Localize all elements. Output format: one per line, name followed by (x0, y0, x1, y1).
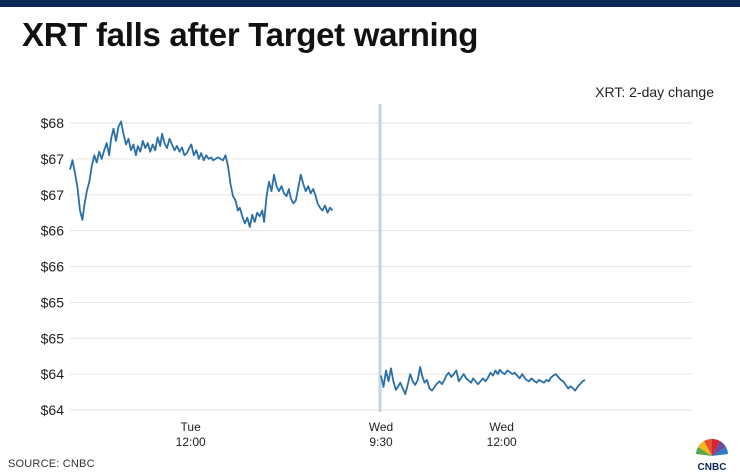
x-tick-label-day: Wed (369, 420, 393, 434)
y-tick-label: $66 (41, 223, 65, 239)
price-series (69, 120, 586, 396)
logo-text: CNBC (698, 462, 727, 472)
x-tick-label-day: Wed (489, 420, 513, 434)
cnbc-peacock-logo: CNBC (692, 438, 732, 472)
y-tick-label: $67 (41, 151, 65, 167)
y-tick-label: $67 (41, 187, 65, 203)
y-tick-label: $68 (41, 115, 65, 131)
chart-subtitle: XRT: 2-day change (595, 84, 714, 100)
series-line-wednesday (380, 366, 586, 396)
source-note: SOURCE: CNBC (8, 458, 95, 470)
x-tick-label-time: 12:00 (176, 435, 206, 449)
chart-title: XRT falls after Target warning (22, 16, 479, 53)
y-axis-ticks: $68 $67 $67 $66 $66 $65 $65 $64 $64 (41, 115, 65, 418)
y-tick-label: $64 (41, 366, 65, 382)
x-tick-label-time: 12:00 (487, 435, 517, 449)
x-tick-label-day: Tue (181, 420, 202, 434)
x-tick-label-time: 9:30 (369, 435, 393, 449)
y-tick-label: $64 (41, 402, 65, 418)
y-tick-label: $65 (41, 294, 65, 310)
top-accent-bar (0, 0, 740, 7)
y-tick-label: $66 (41, 259, 65, 275)
y-tick-label: $65 (41, 330, 65, 346)
series-line-tuesday (69, 120, 334, 228)
